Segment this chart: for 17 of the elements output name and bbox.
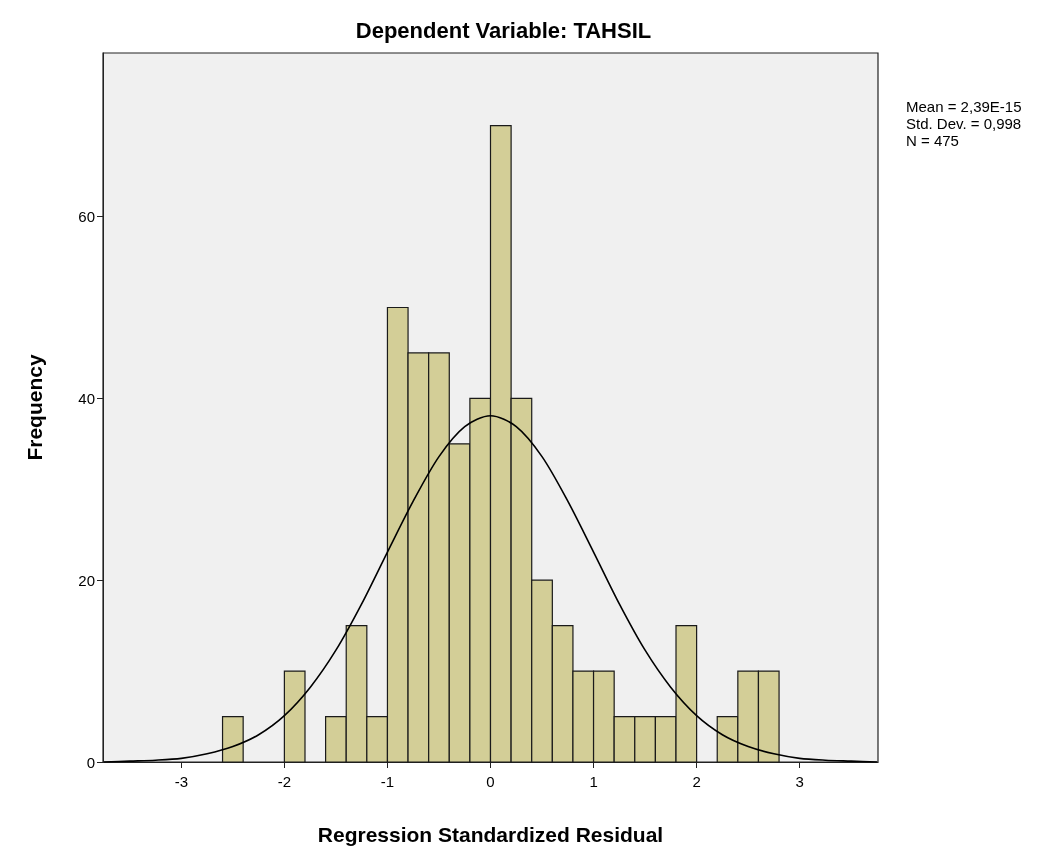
x-tick-label: -2 xyxy=(277,773,292,790)
y-tick-label: 60 xyxy=(78,208,95,226)
text: N = 475 xyxy=(906,132,959,149)
y-axis-title: Frequency xyxy=(23,354,46,461)
y-tick-label: 40 xyxy=(78,389,95,407)
chart-title: Dependent Variable: TAHSIL xyxy=(355,17,652,43)
x-tick-label: 2 xyxy=(692,773,701,790)
x-axis-title: Regression Standardized Residual xyxy=(317,823,664,846)
y-tick-label: 0 xyxy=(86,753,95,771)
x-tick-label: 1 xyxy=(589,773,598,790)
x-tick-label: 3 xyxy=(795,773,804,790)
text: Std. Dev. = 0,998 xyxy=(906,115,1022,132)
x-tick-label: -3 xyxy=(174,773,188,790)
x-tick-label: -1 xyxy=(380,773,395,790)
y-tick-label: 20 xyxy=(78,571,95,589)
x-tick-label: 0 xyxy=(486,773,495,790)
text: Mean = 2,39E-15 xyxy=(906,98,1022,115)
